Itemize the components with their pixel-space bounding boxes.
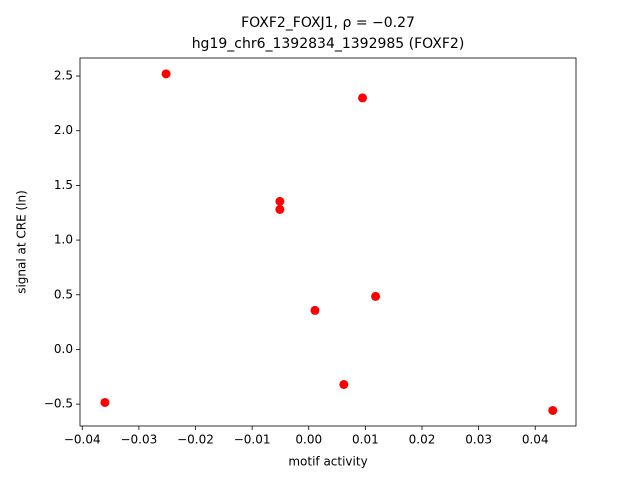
point (339, 379, 349, 389)
y-tick-label: 1.0 (54, 233, 73, 247)
point (100, 397, 110, 407)
chart-title: FOXF2_FOXJ1, ρ = −0.27 (241, 15, 415, 31)
point (358, 93, 368, 103)
point (161, 69, 171, 79)
point (275, 196, 285, 206)
x-axis-label: motif activity (288, 455, 367, 469)
x-tick-label: −0.01 (234, 433, 271, 447)
x-tick-label: 0.04 (522, 433, 549, 447)
plot-frame (79, 57, 577, 427)
x-tick-label: −0.04 (64, 433, 101, 447)
y-axis-label: signal at CRE (ln) (15, 190, 29, 294)
y-tick-label: −0.5 (44, 397, 73, 411)
x-tick-label: −0.03 (120, 433, 157, 447)
y-tick-label: 2.0 (54, 123, 73, 137)
point (310, 305, 320, 315)
point (371, 291, 381, 301)
x-tick-label: −0.02 (177, 433, 214, 447)
x-tick-label: 0.02 (409, 433, 436, 447)
x-tick-label: 0.01 (352, 433, 379, 447)
x-tick-label: 0.03 (465, 433, 492, 447)
x-tick-label: 0.00 (295, 433, 322, 447)
y-tick-label: 1.5 (54, 178, 73, 192)
y-tick-label: 2.5 (54, 69, 73, 83)
point (275, 204, 285, 214)
point (548, 405, 558, 415)
y-tick-label: 0.5 (54, 287, 73, 301)
y-tick-label: 0.0 (54, 342, 73, 356)
chart-subtitle: hg19_chr6_1392834_1392985 (FOXF2) (192, 36, 465, 52)
